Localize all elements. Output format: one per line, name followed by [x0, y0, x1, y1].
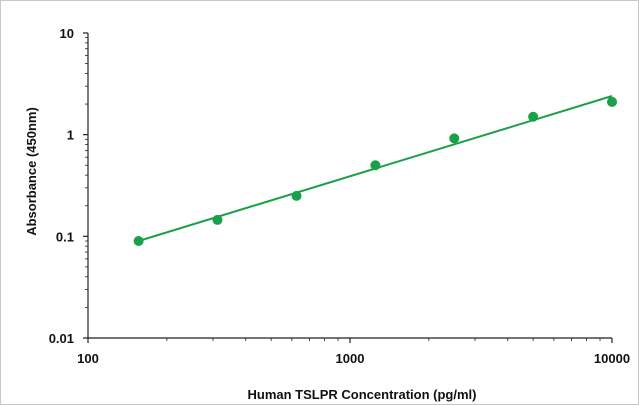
data-point [607, 96, 617, 107]
x-tick-label: 10000 [594, 351, 630, 366]
data-points [133, 96, 617, 246]
y-tick-label: 0.01 [49, 331, 74, 346]
y-tick-label: 0.1 [56, 229, 74, 244]
x-tick-label: 1000 [336, 351, 365, 366]
data-point [449, 133, 460, 144]
data-point [291, 190, 302, 201]
data-point [212, 214, 223, 225]
y-tick-label: 10 [60, 26, 74, 41]
data-point [528, 111, 539, 122]
data-point [370, 160, 381, 171]
y-axis-title: Absorbance (450nm) [24, 107, 39, 236]
data-point [133, 235, 144, 246]
y-tick-label: 1 [67, 128, 74, 143]
x-axis-title: Human TSLPR Concentration (pg/ml) [248, 387, 477, 402]
x-tick-label: 100 [77, 351, 99, 366]
